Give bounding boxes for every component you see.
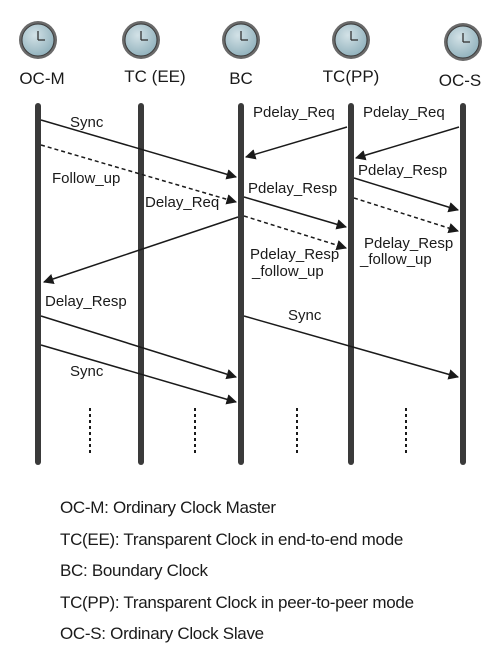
pdelay-resp-label-2: Pdelay_Resp	[358, 162, 447, 179]
delay-req-label: Delay_Req	[145, 194, 219, 211]
clock-icon-bc	[222, 21, 260, 59]
legend-item-tcee: TC(EE): Transparent Clock in end-to-end …	[60, 529, 404, 549]
pdelay-resp-follow-up-arrow-1	[243, 215, 348, 251]
clock-label-tcpp: TC(PP)	[323, 67, 380, 86]
pdelay-resp-arrow-1	[243, 196, 348, 230]
pdelay-req-label-1: Pdelay_Req	[253, 104, 335, 121]
legend: OC-M: Ordinary Clock Master TC(EE): Tran…	[60, 492, 414, 650]
clock-icon-ocm	[19, 21, 57, 59]
sync-label-1: Sync	[70, 114, 104, 131]
pdelay-req-arrow-1	[244, 126, 348, 160]
pdelay-resp-follow-up-arrow-2	[353, 197, 460, 234]
clock-label-ocm: OC-M	[19, 69, 64, 88]
pdelay-resp-follow-up-label-1b: _follow_up	[251, 263, 324, 280]
sequence-diagram: OC-M TC (EE) BC TC(PP) OC-S Sync Follow_…	[19, 21, 482, 465]
sync-arrow-bc	[243, 315, 460, 380]
legend-item-ocs: OC-S: Ordinary Clock Slave	[60, 624, 264, 643]
delay-resp-label: Delay_Resp	[45, 293, 127, 310]
sync-arrow-2	[40, 344, 238, 405]
clock-label-bc: BC	[229, 69, 253, 88]
pdelay-req-arrow-2	[354, 126, 460, 161]
pdelay-resp-arrow-2	[353, 177, 460, 213]
clock-label-ocs: OC-S	[439, 71, 482, 90]
clock-icon-tcpp	[332, 21, 370, 59]
sync-label-2: Sync	[70, 363, 104, 380]
clock-label-tcee: TC (EE)	[124, 67, 185, 86]
sync-label-bc: Sync	[288, 307, 322, 324]
clock-icon-tcee	[122, 21, 160, 59]
pdelay-req-label-2: Pdelay_Req	[363, 104, 445, 121]
follow-up-label: Follow_up	[52, 170, 120, 187]
clock-icon-ocs	[444, 23, 482, 61]
legend-item-bc: BC: Boundary Clock	[60, 561, 208, 580]
sync-arrow-1	[40, 119, 238, 180]
pdelay-resp-follow-up-label-2a: Pdelay_Resp	[364, 235, 453, 252]
follow-up-arrow	[40, 144, 238, 205]
legend-item-tcpp: TC(PP): Transparent Clock in peer-to-pee…	[60, 592, 414, 612]
pdelay-resp-follow-up-label-2b: _follow_up	[359, 251, 432, 268]
delay-resp-arrow	[40, 315, 238, 380]
delay-req-arrow	[43, 216, 239, 284]
pdelay-resp-follow-up-label-1a: Pdelay_Resp	[250, 246, 339, 263]
pdelay-resp-label-1: Pdelay_Resp	[248, 180, 337, 197]
legend-item-ocm: OC-M: Ordinary Clock Master	[60, 498, 276, 517]
